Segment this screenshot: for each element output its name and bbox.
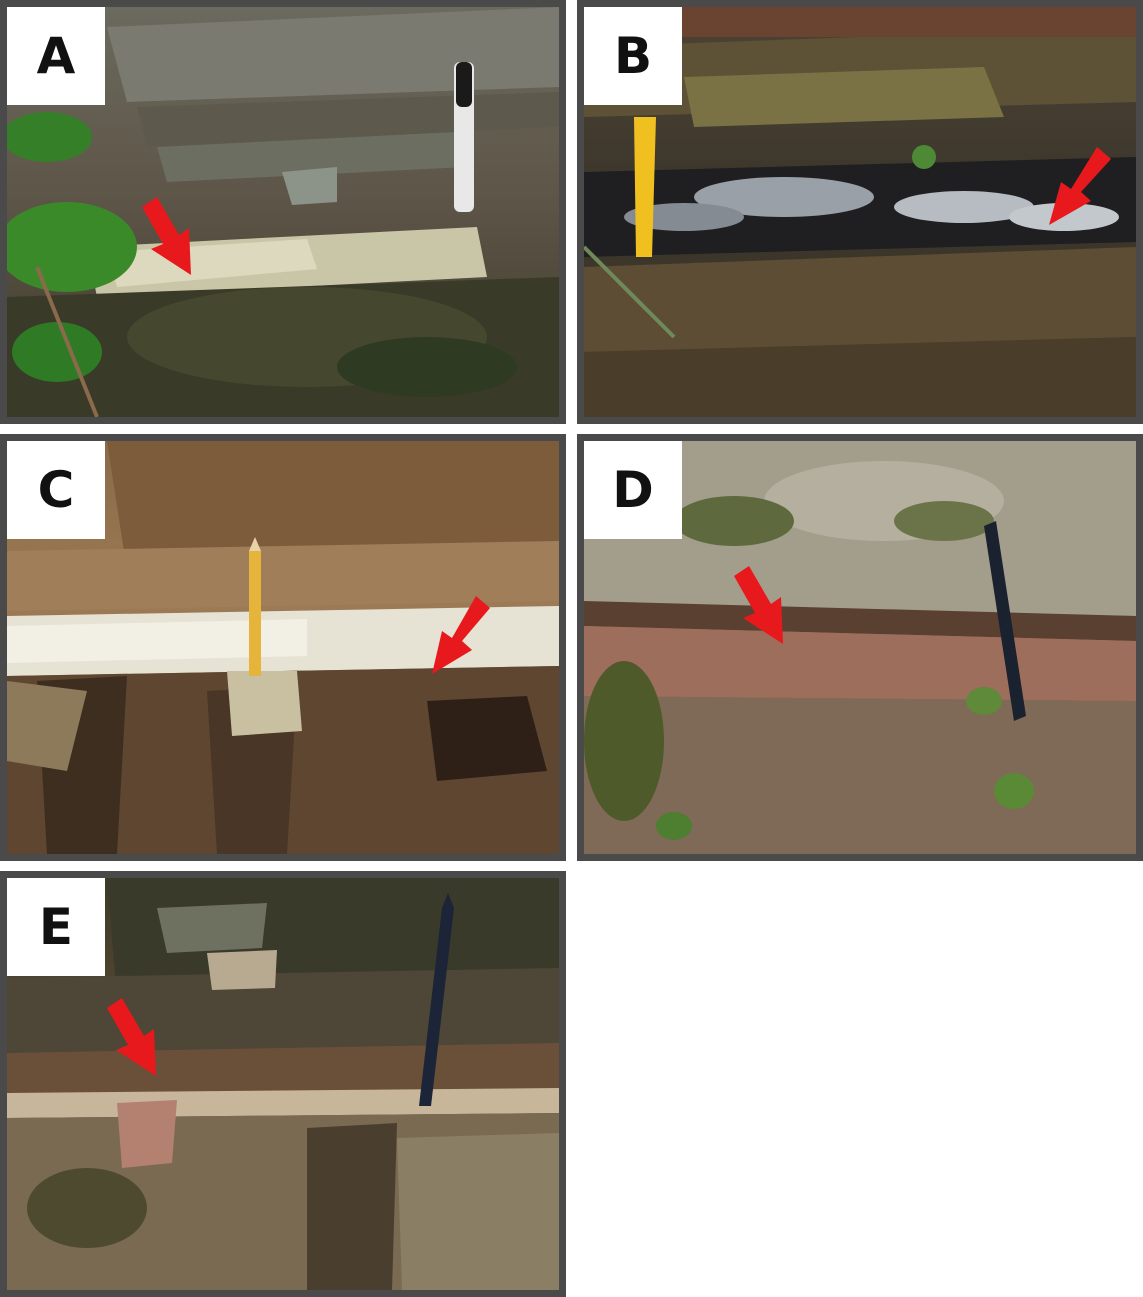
- red-arrow-icon: [432, 596, 490, 674]
- photo-panel-d: D: [577, 434, 1143, 861]
- panel-label-b: B: [584, 7, 682, 105]
- panel-label-a: A: [7, 7, 105, 105]
- red-arrow-icon: [107, 998, 156, 1076]
- photo-panel-e: E: [0, 871, 566, 1297]
- panel-label-d: D: [584, 441, 682, 539]
- red-arrow-icon: [734, 566, 783, 644]
- photo-panel-b: B: [577, 0, 1143, 424]
- red-arrow-icon: [1049, 147, 1111, 225]
- outcrop-photo-a: [7, 7, 559, 417]
- red-arrow-icon: [142, 197, 191, 275]
- photo-panel-a: A: [0, 0, 566, 424]
- photo-panel-c: C: [0, 434, 566, 861]
- panel-label-e: E: [7, 878, 105, 976]
- panel-label-c: C: [7, 441, 105, 539]
